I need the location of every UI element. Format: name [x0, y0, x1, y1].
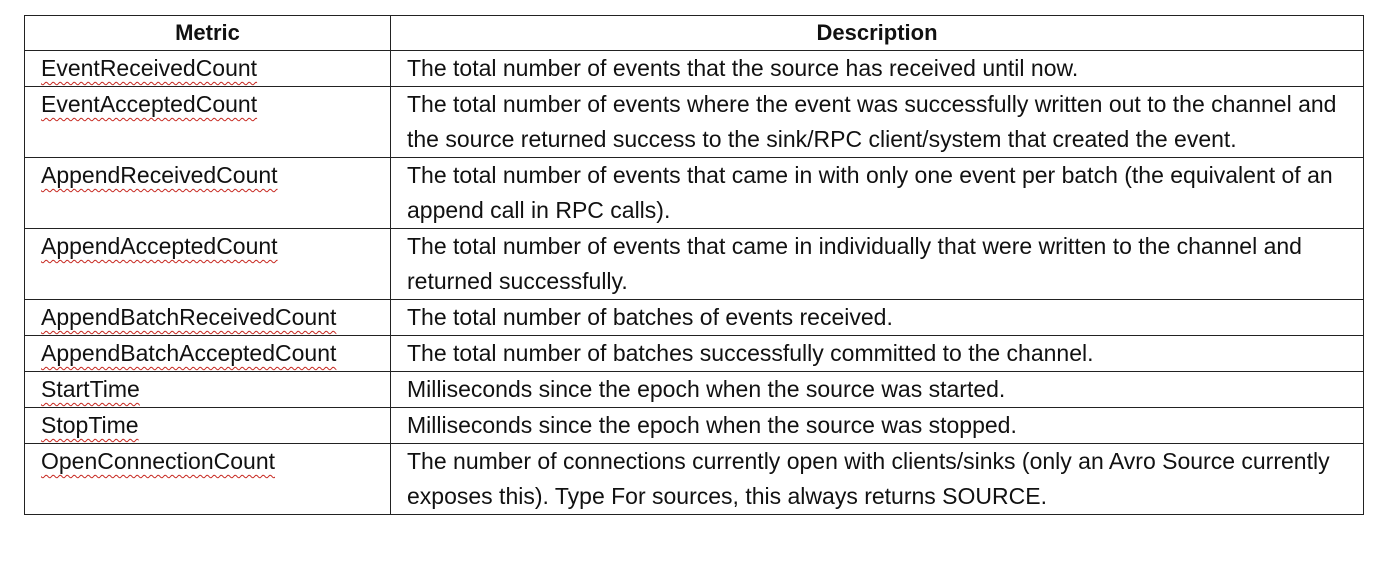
description-cell: The total number of batches of events re… [390, 299, 1364, 336]
table-row: AppendBatchAcceptedCount The total numbe… [24, 335, 1364, 372]
metric-name: EventReceivedCount [41, 55, 258, 81]
table-header: Metric Description [24, 15, 1364, 51]
metric-cell: EventAcceptedCount [24, 86, 391, 158]
table-row: EventAcceptedCount The total number of e… [24, 86, 1364, 158]
table-row: OpenConnectionCount The number of connec… [24, 443, 1364, 515]
metric-cell: StartTime [24, 371, 391, 408]
description-cell: The total number of events that came in … [390, 228, 1364, 300]
table-row: EventReceivedCount The total number of e… [24, 50, 1364, 87]
table-row: StopTime Milliseconds since the epoch wh… [24, 407, 1364, 444]
table-row: AppendReceivedCount The total number of … [24, 157, 1364, 229]
description-cell: Milliseconds since the epoch when the so… [390, 371, 1364, 408]
metric-name: AppendBatchAcceptedCount [41, 340, 337, 366]
header-description: Description [390, 15, 1364, 51]
description-cell: The number of connections currently open… [390, 443, 1364, 515]
header-metric: Metric [24, 15, 391, 51]
metric-cell: OpenConnectionCount [24, 443, 391, 515]
metric-cell: AppendReceivedCount [24, 157, 391, 229]
metric-cell: AppendBatchReceivedCount [24, 299, 391, 336]
table-body: EventReceivedCount The total number of e… [24, 50, 1364, 515]
metrics-table: Metric Description EventReceivedCount Th… [24, 15, 1364, 515]
metric-name: AppendAcceptedCount [41, 233, 278, 259]
metric-name: StartTime [41, 376, 140, 402]
metric-name: AppendBatchReceivedCount [41, 304, 337, 330]
metric-cell: AppendBatchAcceptedCount [24, 335, 391, 372]
table-row: StartTime Milliseconds since the epoch w… [24, 371, 1364, 408]
metric-name: EventAcceptedCount [41, 91, 258, 117]
description-cell: The total number of events that the sour… [390, 50, 1364, 87]
table-row: AppendAcceptedCount The total number of … [24, 228, 1364, 300]
description-cell: The total number of batches successfully… [390, 335, 1364, 372]
description-cell: The total number of events where the eve… [390, 86, 1364, 158]
metric-cell: EventReceivedCount [24, 50, 391, 87]
header-row: Metric Description [24, 15, 1364, 51]
metric-name: StopTime [41, 412, 139, 438]
table-row: AppendBatchReceivedCount The total numbe… [24, 299, 1364, 336]
metric-cell: AppendAcceptedCount [24, 228, 391, 300]
metric-name: AppendReceivedCount [41, 162, 278, 188]
description-cell: Milliseconds since the epoch when the so… [390, 407, 1364, 444]
metric-cell: StopTime [24, 407, 391, 444]
description-cell: The total number of events that came in … [390, 157, 1364, 229]
metric-name: OpenConnectionCount [41, 448, 275, 474]
